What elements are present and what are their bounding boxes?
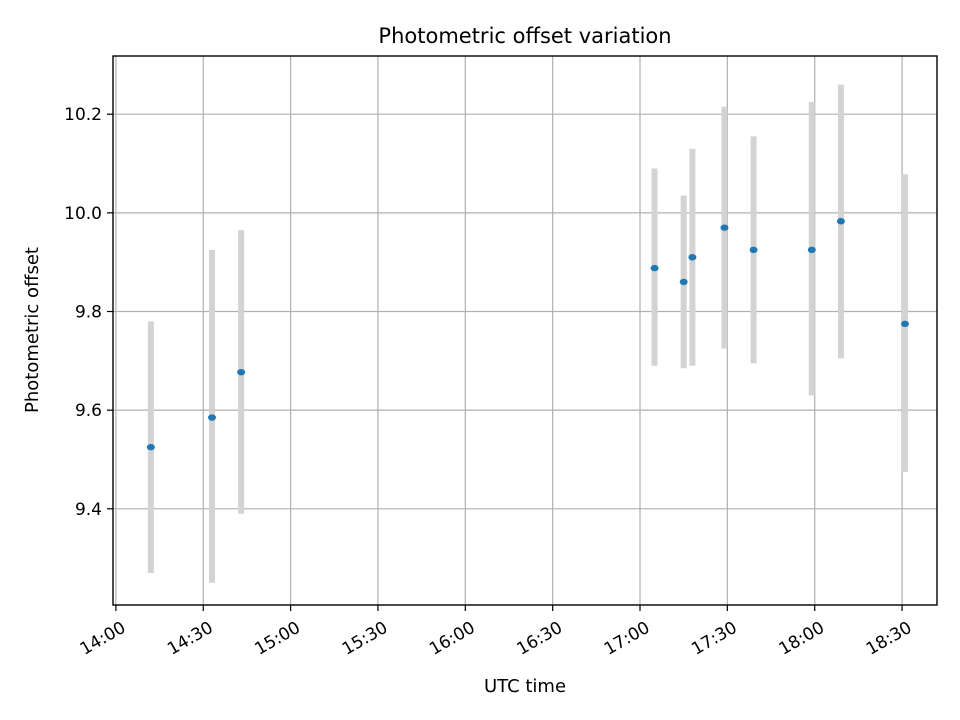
y-axis-ticks: 9.4 9.6 9.8 10.0 10.2 [64,105,113,520]
x-tick-label: 18:30 [863,618,915,660]
x-tick-label: 14:30 [164,618,216,660]
x-tick-label: 17:30 [688,618,740,660]
x-axis-ticks: 14:00 14:30 15:00 15:30 16:00 16:30 17:00 17:30… [77,605,915,660]
data-point [688,254,697,261]
y-tick-label: 9.6 [75,401,102,421]
data-point [650,264,659,272]
data-point [749,246,758,254]
x-tick-label: 14:00 [77,618,129,660]
data-point [836,218,845,225]
y-tick-label: 10.2 [64,105,102,125]
y-tick-label: 10.0 [64,204,102,224]
x-tick-label: 15:30 [339,618,391,660]
x-axis-label: UTC time [484,676,566,697]
x-tick-label: 17:00 [601,618,653,660]
chart-title: Photometric offset variation [378,24,671,48]
grid [113,56,937,605]
data-points [146,218,909,451]
x-tick-label: 15:00 [251,618,303,660]
error-bars [147,84,908,583]
data-point [237,368,246,376]
data-point [900,320,909,328]
data-point [807,246,816,254]
data-point [207,414,216,421]
data-point [720,224,729,231]
x-tick-label: 16:00 [426,618,478,660]
data-point [146,443,155,451]
x-tick-label: 16:30 [514,618,566,660]
y-axis-label: Photometric offset [22,247,43,413]
x-tick-label: 18:00 [776,618,828,660]
plot-frame [112,55,938,606]
data-point [679,278,688,286]
y-tick-label: 9.4 [75,500,102,520]
y-tick-label: 9.8 [75,303,102,323]
